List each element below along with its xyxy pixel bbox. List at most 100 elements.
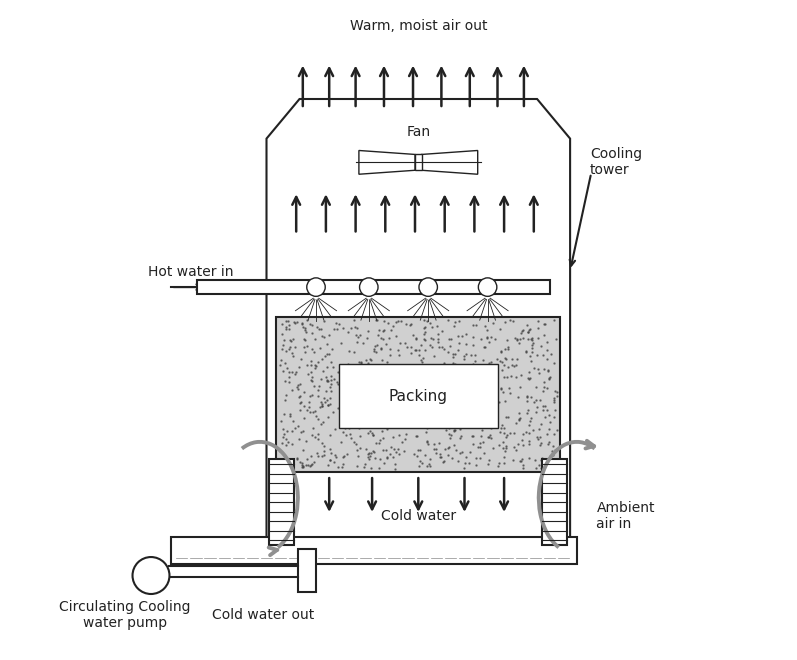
Point [336,363,349,374]
Point [529,395,542,406]
Point [298,401,311,411]
Point [360,333,373,344]
Point [505,370,517,381]
Point [444,341,457,351]
Point [477,448,490,459]
Point [369,453,382,463]
Point [305,459,318,469]
Point [429,376,442,386]
Point [540,383,553,394]
Point [528,362,540,373]
Point [305,459,318,470]
Point [405,364,418,374]
Circle shape [478,278,497,296]
Point [544,416,556,427]
Point [510,360,523,370]
Point [500,412,512,422]
Point [292,392,305,403]
Point [504,315,516,325]
Point [481,432,494,442]
Point [410,333,422,344]
Point [314,343,327,354]
Point [532,316,544,327]
Point [351,337,363,347]
Point [534,394,547,405]
Point [359,459,371,469]
Point [308,363,321,374]
Point [438,455,450,466]
Point [402,361,415,372]
Point [404,391,417,401]
Point [278,358,291,368]
Point [438,343,451,354]
Point [418,329,430,340]
Point [367,412,379,423]
Point [541,365,554,376]
Point [335,383,347,394]
Point [417,315,430,325]
Point [453,338,465,348]
Point [387,432,400,442]
Point [388,463,401,474]
Point [526,337,539,348]
Point [497,386,509,397]
Point [282,315,295,326]
Point [297,413,310,424]
Point [335,338,347,348]
Point [401,404,414,414]
Point [335,375,347,385]
Point [367,430,380,440]
Point [450,383,463,393]
Point [339,377,351,387]
Point [310,360,323,371]
Point [324,379,337,389]
Point [374,403,387,413]
Point [316,366,329,376]
Point [529,407,542,417]
Point [285,425,298,436]
Point [504,427,516,438]
Point [476,424,489,435]
Point [370,346,383,357]
Point [481,418,493,428]
Point [274,446,287,456]
Point [331,462,344,473]
Point [418,333,431,344]
Point [306,407,319,418]
Point [487,443,500,453]
Point [471,360,484,370]
Point [387,360,400,371]
Point [340,411,353,422]
Point [432,360,445,370]
Point [364,426,377,436]
Point [488,362,501,372]
Point [451,360,464,370]
Point [378,316,391,327]
Point [402,383,414,393]
Point [524,323,537,334]
Point [296,444,309,455]
Point [451,455,464,466]
Point [296,319,309,329]
Point [299,324,312,335]
Point [482,455,495,465]
Point [481,459,494,469]
Point [318,446,331,456]
Point [324,430,336,440]
Point [488,364,501,375]
Point [526,335,539,345]
Point [296,461,309,472]
Point [463,458,476,469]
Point [383,333,396,343]
Point [285,459,298,470]
Point [537,319,550,329]
Point [322,460,335,471]
Point [355,421,367,432]
Circle shape [419,278,438,296]
Point [443,433,456,444]
Bar [543,459,567,545]
Point [425,396,438,407]
Point [437,457,450,467]
Point [485,423,497,434]
Point [543,458,556,469]
